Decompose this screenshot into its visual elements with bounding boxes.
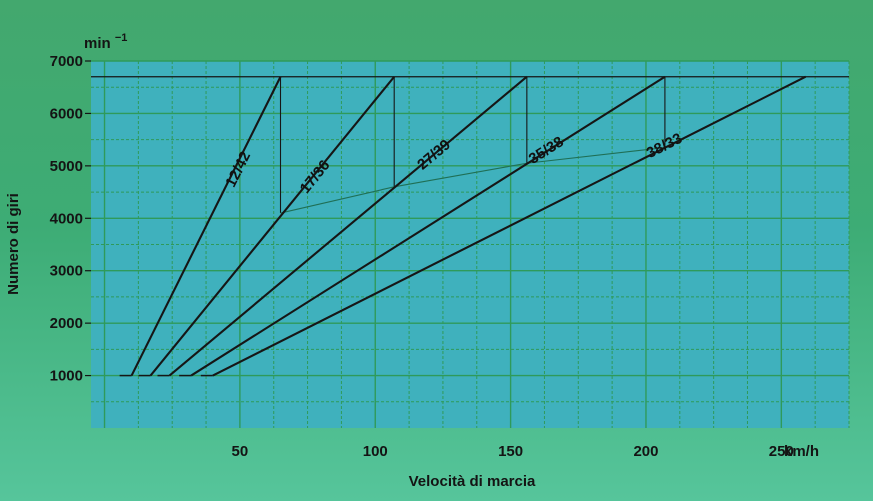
x-tick-label: 200 [633,443,658,460]
gear-line-27-39 [168,75,528,377]
y-unit-exponent: −1 [115,32,128,44]
gear-line-38-33 [212,75,807,377]
plot-area [91,61,849,428]
x-tick-label: 50 [232,443,249,460]
x-tick-label: 100 [363,443,388,460]
x-unit-label: km/h [784,443,819,460]
x-tick-labels: 50 100 150 200 250 [232,443,794,460]
gear-line-17-36 [149,76,396,377]
gear-line-12-42 [130,76,282,377]
y-tick-label: 7000 [50,53,83,70]
y-tick-label: 2000 [50,315,83,332]
x-tick-label: 150 [498,443,523,460]
series-layer [91,75,849,377]
y-unit-label: min −1 [84,32,127,52]
gear-line-35-38 [190,75,666,377]
y-tick-labels: 1000 2000 3000 4000 5000 6000 7000 [50,53,91,385]
x-tick-label: 250 [769,443,794,460]
y-tick-label: 3000 [50,263,83,280]
y-unit-base: min [84,35,111,52]
y-tick-label: 6000 [50,105,83,122]
y-tick-label: 1000 [50,368,83,385]
shift-point-curve [280,146,665,214]
y-tick-label: 4000 [50,210,83,227]
y-axis-title: Numero di giri [5,193,22,295]
x-axis-title: Velocità di marcia [409,473,536,490]
y-tick-label: 5000 [50,158,83,175]
